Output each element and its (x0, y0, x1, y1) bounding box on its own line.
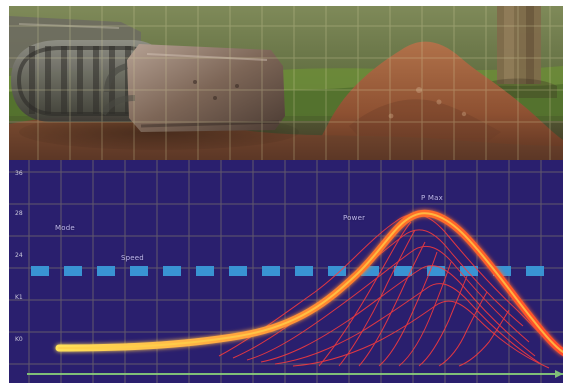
x-axis-baseline (27, 370, 563, 378)
soil-pile-icon (309, 41, 563, 160)
photo-construction-scene (9, 6, 563, 160)
photo-svg (9, 6, 563, 160)
speed-dash-band (31, 266, 544, 276)
tree-trunk-icon (479, 6, 557, 98)
chart-svg (9, 160, 563, 383)
main-performance-curve (55, 209, 563, 356)
bulldozer-icon (9, 16, 299, 150)
performance-chart-graphic: 36 28 24 K1 K0 Mode Speed Power P Max (9, 160, 563, 383)
